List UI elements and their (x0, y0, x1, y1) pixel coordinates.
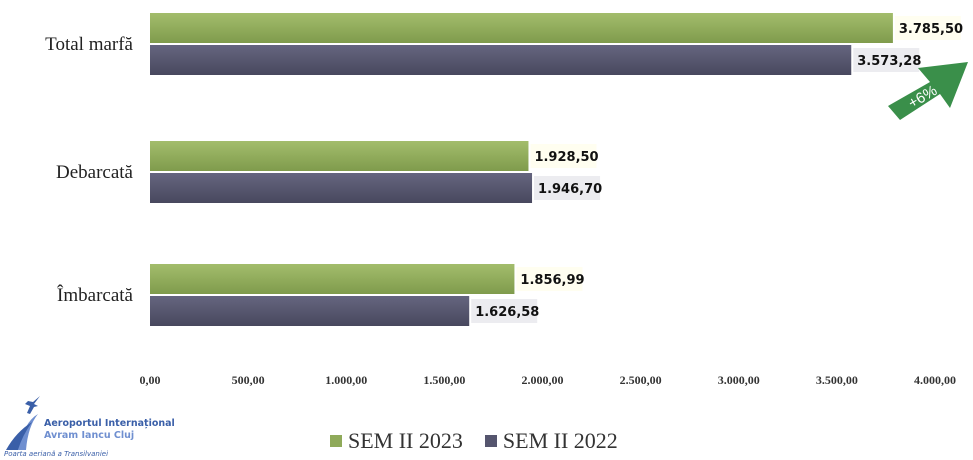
category-label: Total marfă (45, 34, 133, 55)
legend-item-sem-ii-2023[interactable]: SEM II 2023 (330, 428, 463, 454)
bar-sem-ii-2023 (150, 141, 529, 171)
bar-sem-ii-2022 (150, 296, 470, 326)
x-tick-label: 3.000,00 (718, 373, 760, 387)
x-tick-label: 4.000,00 (914, 373, 956, 387)
data-label-bg (894, 16, 961, 40)
legend-label-2023: SEM II 2023 (348, 428, 463, 453)
legend-label-2022: SEM II 2022 (502, 428, 618, 453)
x-tick-label: 1.000,00 (325, 373, 367, 387)
legend-swatch-2022 (484, 435, 497, 447)
data-label: 3.573,28 (857, 54, 921, 69)
logo-line-2: Avram Iancu Cluj (44, 430, 135, 441)
data-label-bg (853, 48, 920, 72)
data-label: 1.856,99 (520, 273, 584, 288)
growth-arrow-icon (888, 62, 968, 120)
data-label: 1.946,70 (538, 182, 602, 197)
bar-sem-ii-2022 (150, 45, 852, 75)
logo-line-1: Aeroportul Internațional (44, 418, 175, 429)
airport-logo: Aeroportul Internațional Avram Iancu Clu… (4, 392, 204, 458)
legend-swatch-2023 (330, 435, 342, 447)
data-label-bg (516, 267, 583, 291)
data-label-bg (471, 299, 538, 323)
data-label: 1.626,58 (475, 305, 539, 320)
x-tick-label: 2.000,00 (522, 373, 564, 387)
bar-sem-ii-2023 (150, 13, 893, 43)
data-label-bg (534, 176, 601, 200)
data-label: 1.928,50 (534, 150, 598, 165)
logo-line-3: Poarta aeriană a Transilvaniei (4, 450, 109, 458)
category-label: Debarcată (56, 162, 134, 183)
airplane-icon (6, 396, 40, 450)
x-tick-label: 1.500,00 (423, 373, 465, 387)
data-label: 3.785,50 (899, 22, 963, 37)
legend: SEM II 2023 SEM II 2022 (330, 428, 618, 454)
x-tick-label: 0,00 (140, 373, 161, 387)
bar-chart: Total marfă 3.785,50 3.573,28 Debarcată 1.92… (45, 13, 968, 387)
bar-sem-ii-2022 (150, 173, 533, 203)
bar-sem-ii-2023 (150, 264, 515, 294)
x-tick-label: 2.500,00 (620, 373, 662, 387)
x-tick-label: 3.500,00 (816, 373, 858, 387)
x-tick-label: 500,00 (232, 373, 265, 387)
data-label-bg (530, 144, 597, 168)
category-label: Îmbarcată (57, 284, 134, 306)
legend-item-sem-ii-2022[interactable]: SEM II 2022 (484, 428, 618, 454)
